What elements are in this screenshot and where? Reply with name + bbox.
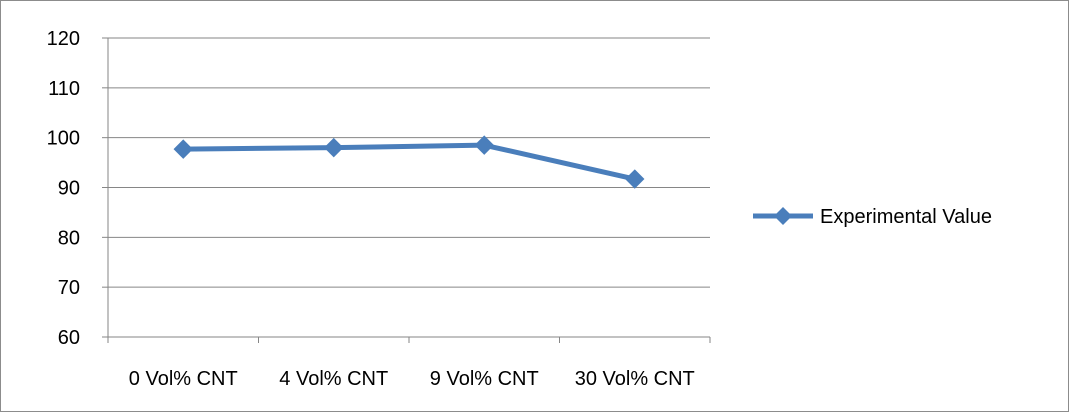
axes xyxy=(102,37,711,343)
y-axis-tick-labels: 60 70 80 90 100 110 120 xyxy=(47,28,80,349)
data-point-0 xyxy=(173,139,193,159)
y-tick-label-70: 70 xyxy=(58,277,80,299)
legend-label-experimental-value: Experimental Value xyxy=(820,206,992,228)
x-tick-label-2: 9 Vol% CNT xyxy=(430,368,539,390)
x-tick-label-1: 4 Vol% CNT xyxy=(279,368,388,390)
data-point-2 xyxy=(474,135,494,155)
y-tick-label-110: 110 xyxy=(48,78,80,100)
x-axis-tick-labels: 0 Vol% CNT 4 Vol% CNT 9 Vol% CNT 30 Vol% CN… xyxy=(129,368,695,390)
x-tick-label-0: 0 Vol% CNT xyxy=(129,368,238,390)
y-tick-label-90: 90 xyxy=(58,178,80,200)
series-line-experimental-value xyxy=(180,142,638,182)
y-tick-label-120: 120 xyxy=(47,28,80,50)
legend-diamond-marker xyxy=(774,207,792,225)
y-tick-label-60: 60 xyxy=(58,327,80,349)
data-point-1 xyxy=(324,137,344,158)
data-point-3 xyxy=(625,169,645,189)
y-tick-label-100: 100 xyxy=(47,128,80,150)
legend: Experimental Value xyxy=(753,206,992,228)
series-experimental-value xyxy=(173,135,645,189)
y-tick-label-80: 80 xyxy=(58,227,80,249)
x-tick-label-3: 30 Vol% CNT xyxy=(575,368,695,390)
gridlines xyxy=(108,37,710,288)
